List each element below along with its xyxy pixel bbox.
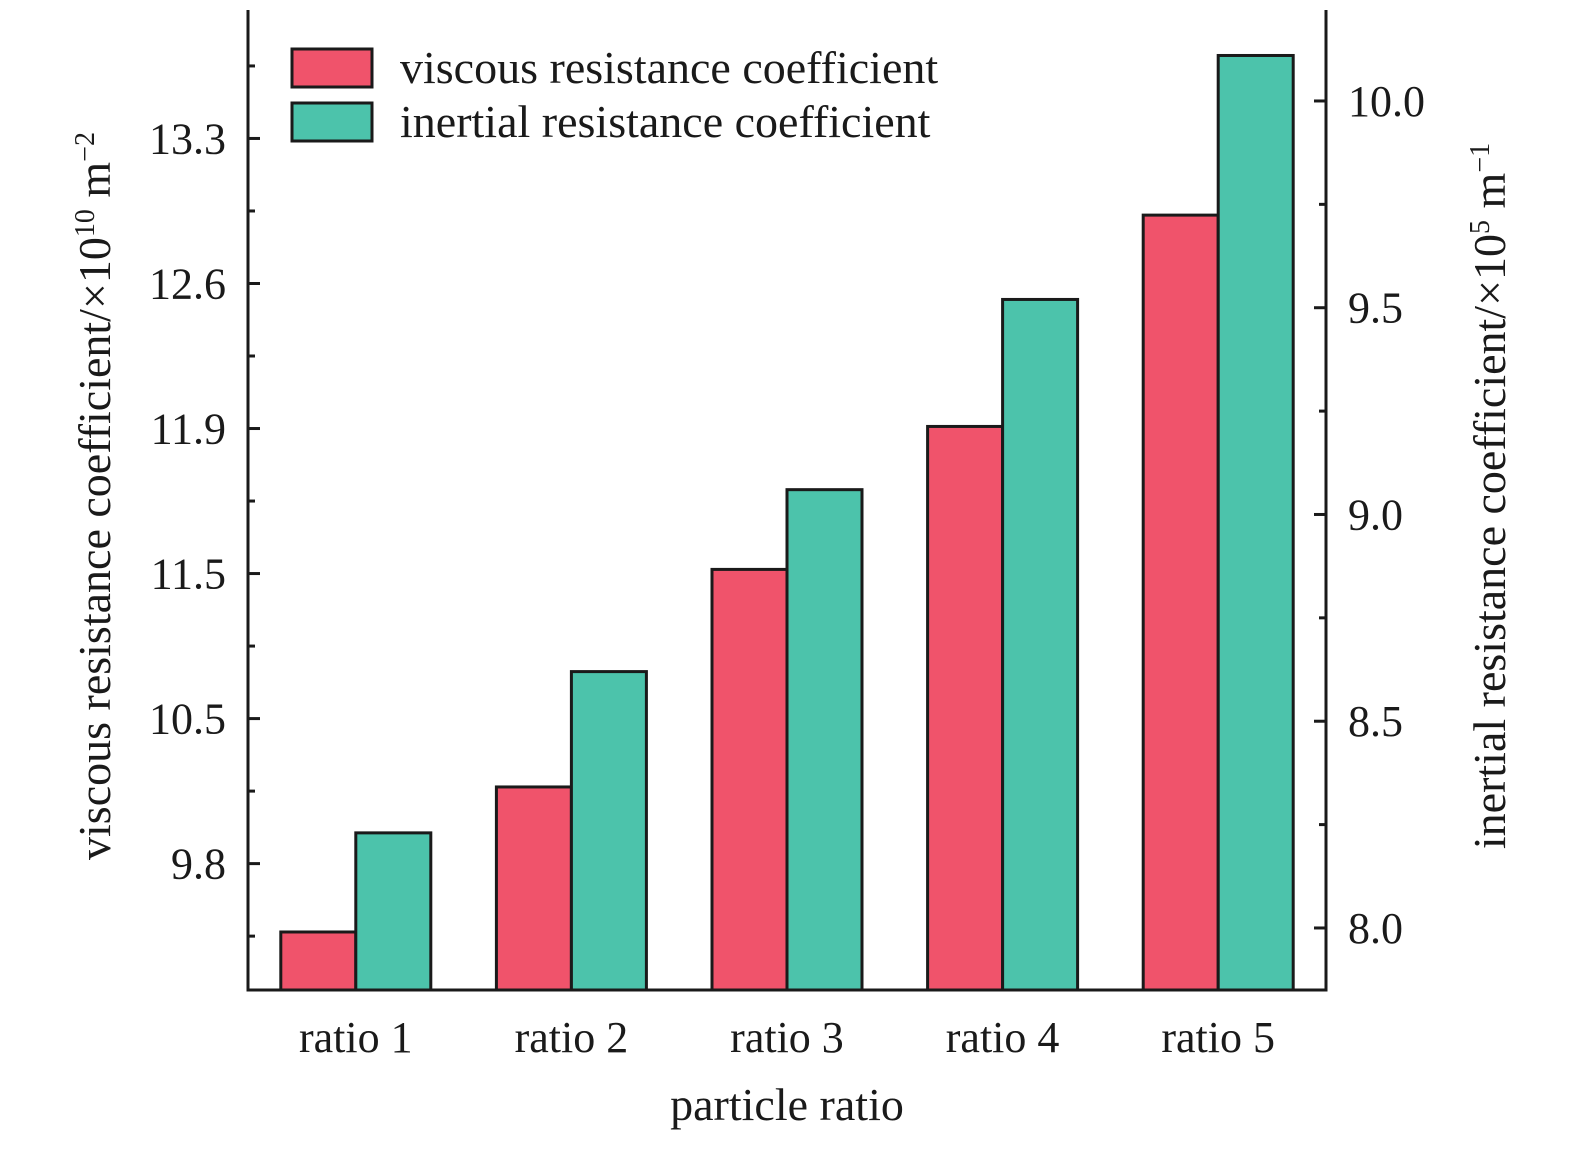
right-tick-label: 8.0 — [1348, 904, 1403, 953]
x-tick-label: ratio 5 — [1161, 1013, 1275, 1062]
bar-viscous-1 — [279, 930, 358, 992]
left-tick-label: 12.6 — [149, 259, 226, 308]
x-tick-label: ratio 3 — [730, 1013, 844, 1062]
left-tick-label: 10.5 — [149, 695, 226, 744]
legend-label-viscous: viscous resistance coefficient — [400, 42, 938, 93]
y-left-axis-title: viscous resistance coefficient/×1010 m−2 — [69, 132, 120, 860]
x-tick-label: ratio 2 — [515, 1013, 629, 1062]
left-tick-label: 13.3 — [149, 114, 226, 163]
right-tick-label: 8.5 — [1348, 697, 1403, 746]
bar-viscous-2 — [494, 785, 573, 992]
bar-viscous-5 — [1141, 213, 1220, 992]
bar-inertial-5 — [1216, 53, 1295, 992]
right-tick-label: 10.0 — [1348, 77, 1425, 126]
bar-inertial-4 — [1001, 297, 1080, 992]
right-tick-label: 9.5 — [1348, 284, 1403, 333]
bar-viscous-3 — [710, 567, 789, 992]
legend-swatch-inertial — [290, 101, 374, 143]
left-tick-label: 11.5 — [151, 550, 226, 599]
y-right-axis-title: inertial resistance coefficient/×105 m−1 — [1464, 143, 1515, 849]
x-axis-title: particle ratio — [670, 1079, 904, 1130]
x-tick-label: ratio 1 — [299, 1013, 413, 1062]
left-tick-label: 9.8 — [171, 840, 226, 889]
axes-group: ratio 1 ratio 2 ratio 3 ratio 4 ratio 5 9.8 10… — [69, 10, 1515, 1130]
bars-group — [279, 53, 1295, 992]
bar-inertial-3 — [785, 488, 864, 992]
bar-inertial-1 — [354, 831, 433, 992]
left-tick-label: 11.9 — [151, 405, 226, 454]
right-tick-label: 9.0 — [1348, 490, 1403, 539]
legend-label-inertial: inertial resistance coefficient — [400, 96, 931, 147]
legend-swatch-viscous — [290, 47, 374, 89]
bar-viscous-4 — [926, 424, 1005, 992]
x-tick-label: ratio 4 — [946, 1013, 1060, 1062]
bar-inertial-2 — [569, 670, 648, 992]
